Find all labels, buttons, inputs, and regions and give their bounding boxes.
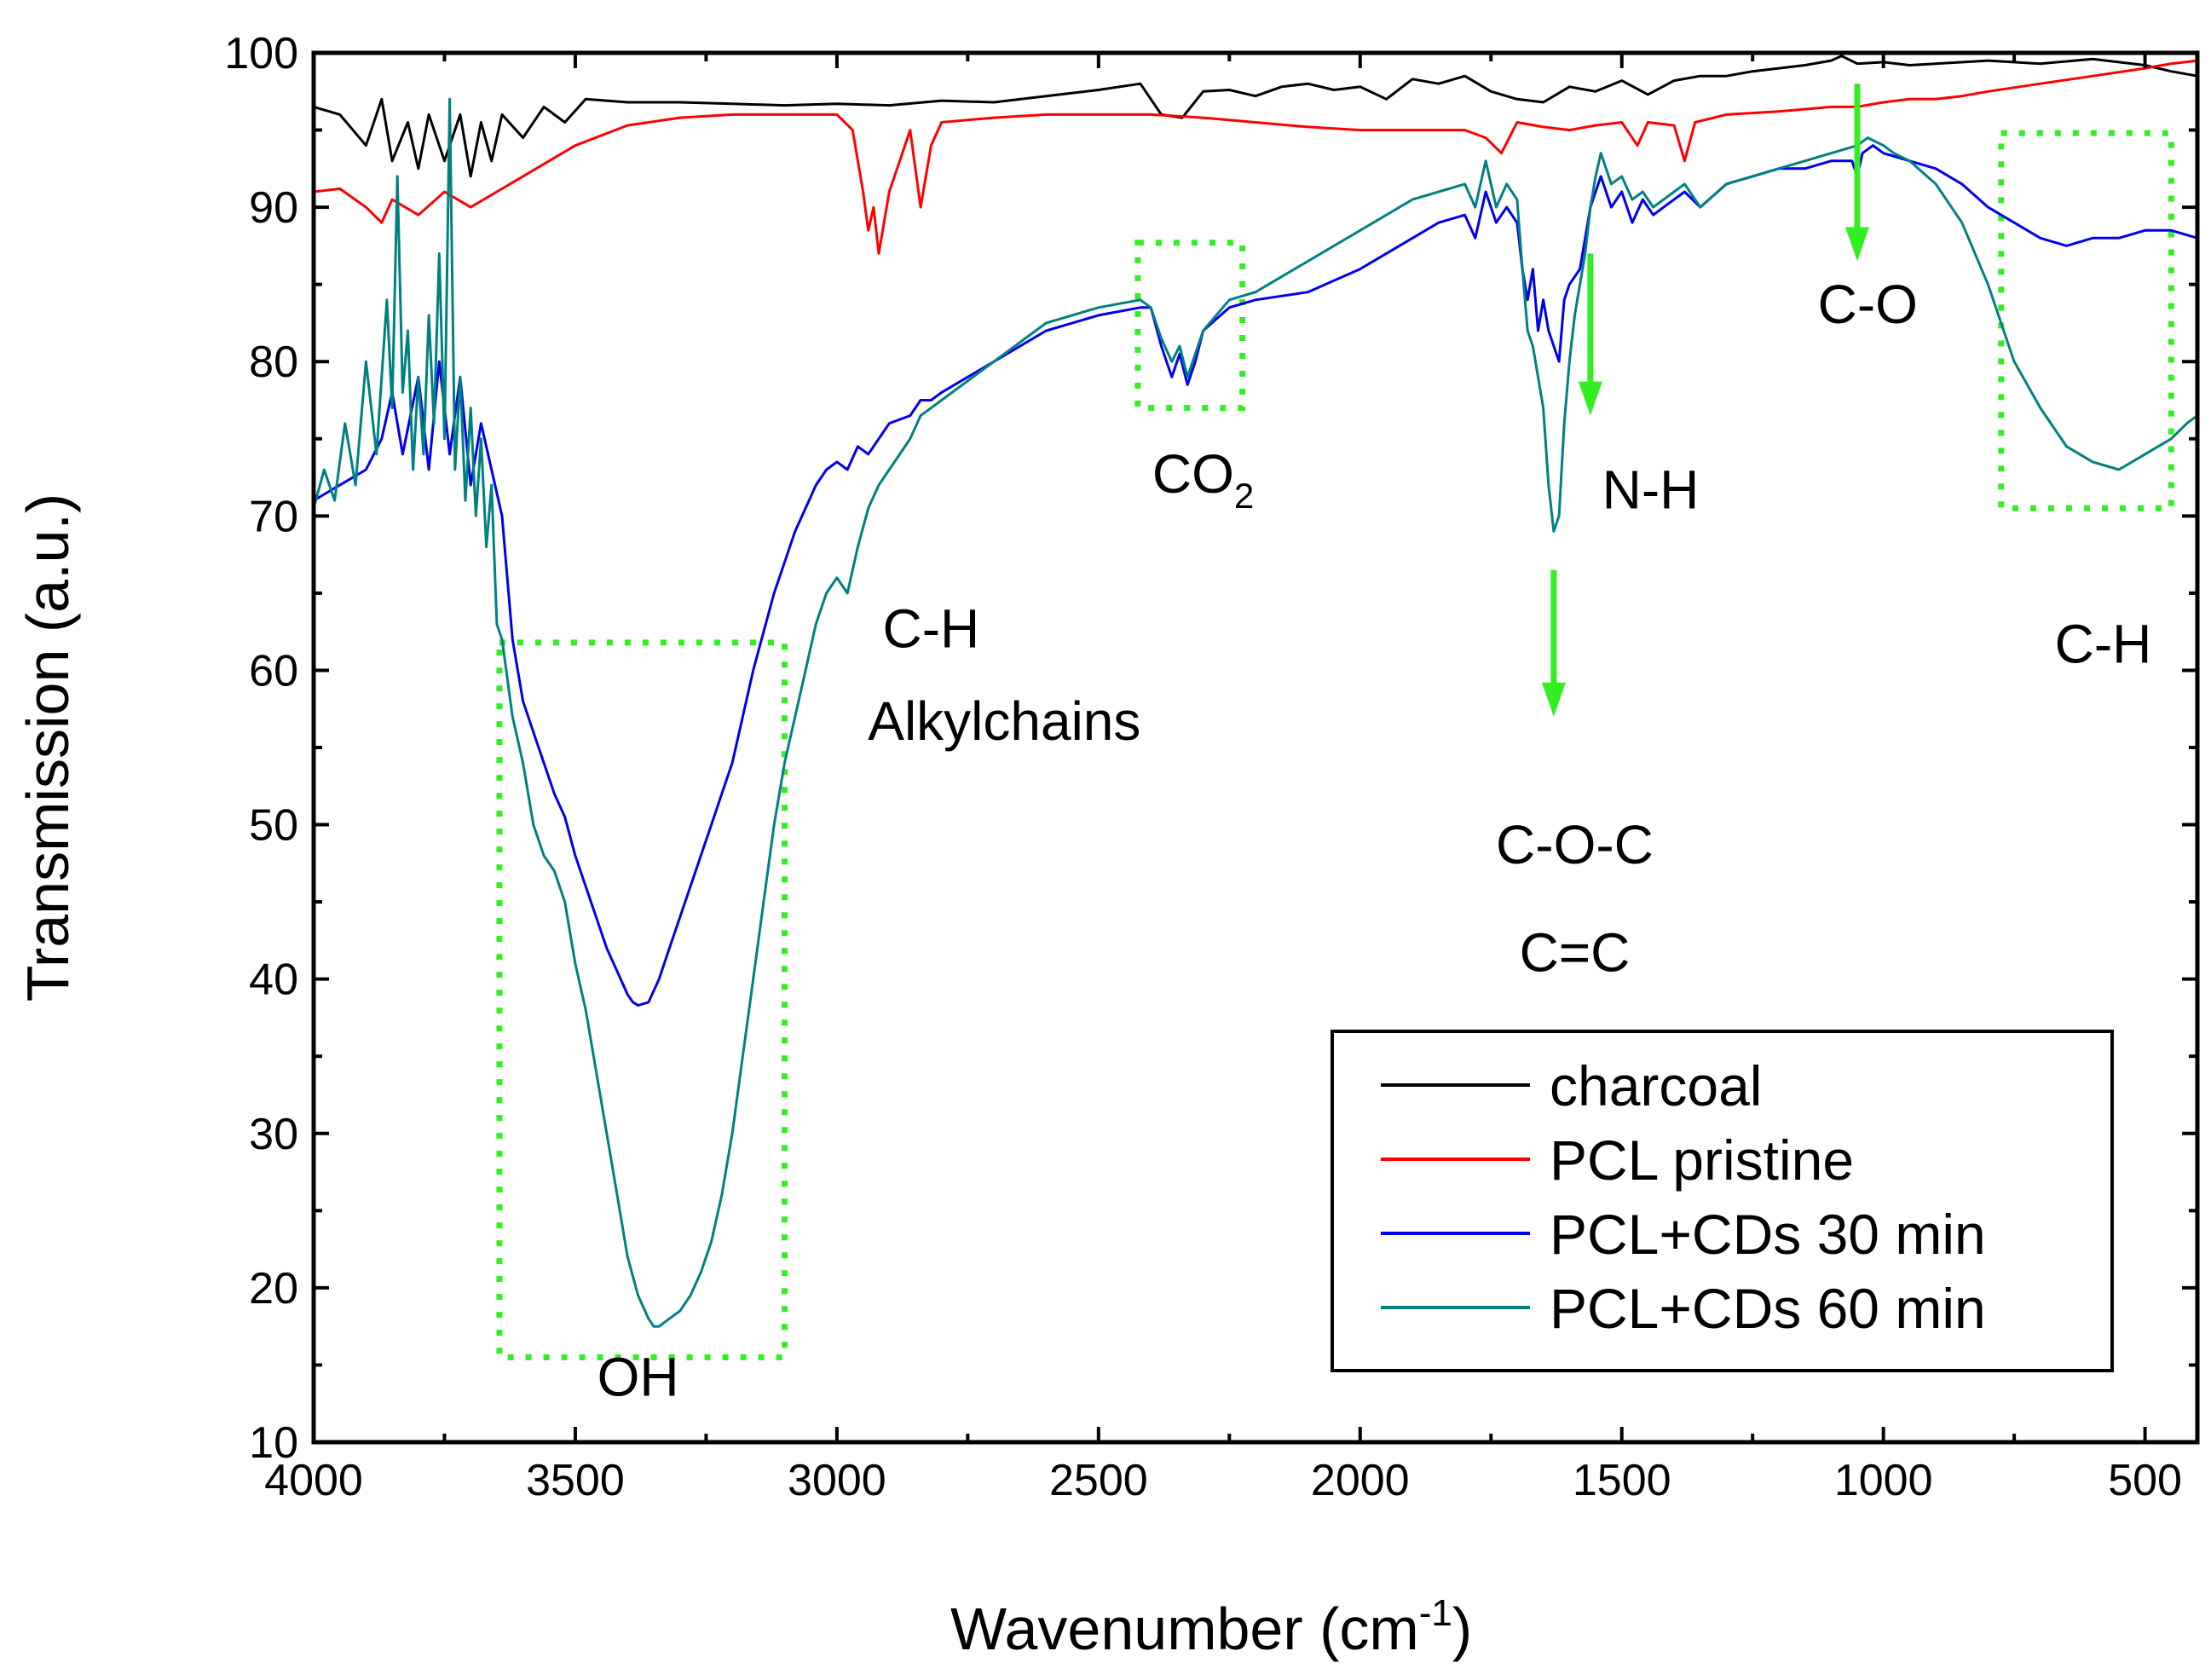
nh-arrow-head: [1578, 381, 1602, 416]
series-line-pcl-cds-60-min: [312, 97, 2198, 1328]
coc-arrow-head: [1541, 682, 1566, 717]
annotation-oh: OH: [597, 1347, 679, 1408]
series-line-pcl-pristine: [313, 59, 2198, 255]
annotation-arrows: [1541, 84, 1869, 717]
annotations: OH C-H Alkylchains CO2 N-H C-O-C C=C C-O C-H: [597, 274, 2152, 1408]
x-axis-title-main: Wavenumber (cm: [950, 1596, 1419, 1662]
coc-arrow: [1541, 569, 1566, 717]
x-tick-label: 2000: [1311, 1456, 1410, 1505]
y-tick-label: 20: [249, 1264, 298, 1313]
series-lines: [312, 55, 2198, 1328]
legend-items: charcoal PCL pristine PCL+CDs 30 min PCL+CD…: [1381, 1054, 1986, 1340]
tick-labels: 4000 3500 3000 2500 2000 1500 1000 500 10 20 30 40 5…: [224, 29, 2182, 1505]
legend-label: PCL+CDs 60 min: [1550, 1277, 1986, 1340]
legend-label: PCL pristine: [1550, 1129, 1854, 1192]
y-tick-label: 50: [249, 801, 298, 851]
x-tick-label: 3500: [526, 1456, 625, 1505]
x-tick-label: 3000: [788, 1456, 886, 1505]
oh-box: [496, 639, 788, 1360]
x-tick-label: 1500: [1573, 1456, 1671, 1505]
highlight-boxes: [496, 130, 2174, 1360]
annotation-coc: C-O-C: [1496, 814, 1654, 875]
x-tick-label: 500: [2108, 1456, 2182, 1505]
x-tick-label: 4000: [264, 1456, 363, 1505]
legend-frame: [1331, 1030, 2114, 1372]
y-tick-label: 70: [249, 492, 298, 541]
annotation-ch-alkyl-2: Alkylchains: [868, 690, 1140, 752]
series-line-charcoal: [313, 55, 2198, 178]
legend-label: PCL+CDs 30 min: [1550, 1203, 1986, 1266]
x-tick-label: 2500: [1049, 1456, 1148, 1505]
x-axis-title-sup: -1: [1419, 1592, 1452, 1634]
axis-ticks: [312, 51, 2197, 1444]
co-arrow: [1844, 84, 1869, 262]
x-axis-title: Wavenumber (cm-1): [950, 1592, 1472, 1662]
annotation-co: C-O: [1818, 274, 1918, 335]
y-tick-label: 40: [249, 955, 298, 1005]
co-arrow-head: [1844, 227, 1869, 262]
annotation-co2-sub: 2: [1234, 476, 1254, 516]
co2-box: [1134, 240, 1246, 412]
y-tick-label: 100: [224, 29, 298, 78]
y-axis-title: Transmission (a.u.): [14, 494, 81, 1002]
y-tick-label: 90: [249, 183, 298, 233]
ch-box: [1998, 130, 2174, 511]
annotation-nh: N-H: [1602, 459, 1700, 520]
annotation-cc: C=C: [1520, 922, 1631, 984]
legend-label: charcoal: [1550, 1054, 1762, 1117]
annotation-ch-right: C-H: [2055, 613, 2152, 674]
y-tick-label: 30: [249, 1110, 298, 1159]
annotation-co2-main: CO: [1152, 443, 1234, 505]
nh-arrow: [1578, 253, 1602, 416]
x-tick-label: 1000: [1834, 1456, 1933, 1505]
legend: charcoal PCL pristine PCL+CDs 30 min PCL+CD…: [1331, 1030, 2114, 1372]
x-axis-title-suffix: ): [1452, 1596, 1472, 1662]
y-tick-label: 80: [249, 338, 298, 387]
annotation-ch-alkyl-1: C-H: [883, 598, 980, 659]
annotation-co2: CO2: [1152, 443, 1254, 516]
y-tick-label: 10: [249, 1418, 298, 1468]
y-tick-label: 60: [249, 646, 298, 696]
